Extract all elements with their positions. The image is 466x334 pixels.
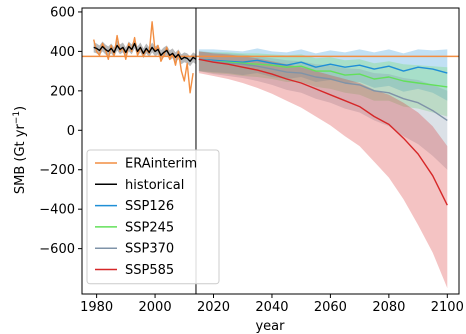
y-axis-label-main: SMB (Gt yr xyxy=(13,124,28,195)
x-tick-label: 2000 xyxy=(139,300,172,315)
x-tick-label: 2060 xyxy=(314,300,347,315)
legend: ERAinterim historical SSP126 SSP245 SSP370 SS… xyxy=(86,149,220,285)
series-line-ssp126 xyxy=(198,58,448,74)
y-tick-label: 0 xyxy=(67,124,75,139)
x-tick-label: 2020 xyxy=(197,300,230,315)
legend-label-ssp585: SSP585 xyxy=(125,263,174,278)
series-line-historical xyxy=(93,42,197,62)
x-ticks: 1980 2000 2020 2040 2060 2080 2100 xyxy=(80,294,464,315)
x-axis-label: year xyxy=(255,319,285,334)
series-line-ssp370 xyxy=(198,58,448,121)
y-tick-label: −200 xyxy=(39,163,75,178)
band-ssp370 xyxy=(198,51,448,170)
y-tick-label: −600 xyxy=(39,242,75,257)
band-ssp245 xyxy=(198,51,448,117)
y-tick-label: −400 xyxy=(39,203,75,218)
x-tick-label: 2100 xyxy=(431,300,464,315)
x-tick-label: 2080 xyxy=(372,300,405,315)
legend-label-historical: historical xyxy=(125,178,184,193)
series-line-ssp585 xyxy=(198,58,448,206)
y-tick-label: 200 xyxy=(50,84,75,99)
legend-label-ssp126: SSP126 xyxy=(125,199,174,214)
x-tick-label: 1980 xyxy=(80,300,113,315)
legend-box xyxy=(86,149,220,285)
y-tick-label: 600 xyxy=(50,5,75,20)
x-tick-label: 2040 xyxy=(255,300,288,315)
legend-label-ssp370: SSP370 xyxy=(125,242,174,257)
legend-label-erainterim: ERAinterim xyxy=(125,157,197,172)
series-line-ssp245 xyxy=(198,58,448,88)
series-lines-layer xyxy=(93,21,448,206)
y-ticks: 600 400 200 0 −200 −400 −600 xyxy=(39,5,82,257)
legend-label-ssp245: SSP245 xyxy=(125,220,174,235)
y-axis-label-end: ) xyxy=(13,106,28,111)
band-ssp585 xyxy=(198,51,448,289)
plot-frame xyxy=(81,7,460,295)
y-axis-label-sup: −1 xyxy=(12,111,22,124)
y-axis-label: SMB (Gt yr−1) xyxy=(12,106,28,194)
y-tick-label: 400 xyxy=(50,45,75,60)
